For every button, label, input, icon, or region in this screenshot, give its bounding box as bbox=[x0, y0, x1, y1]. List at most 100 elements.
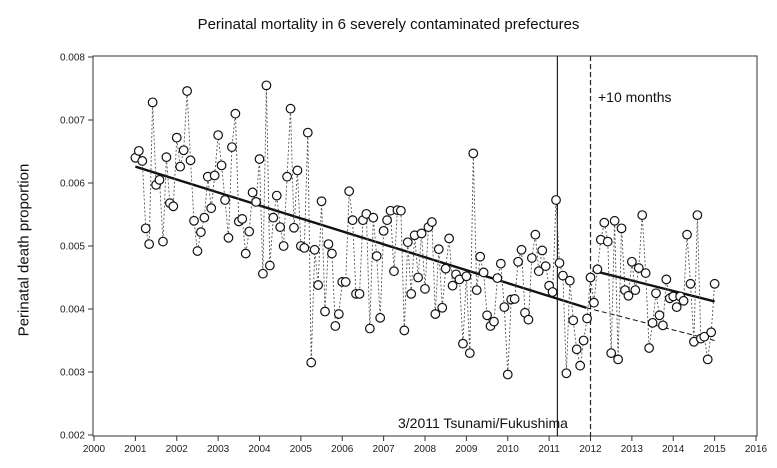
data-point bbox=[489, 316, 499, 327]
data-point bbox=[271, 190, 282, 201]
data-point bbox=[547, 287, 558, 297]
data-point bbox=[530, 229, 541, 240]
data-point bbox=[292, 165, 303, 176]
y-tick-label: 0.006 bbox=[60, 179, 85, 190]
data-point bbox=[495, 258, 506, 269]
data-point bbox=[244, 226, 255, 237]
x-tick-label: 2004 bbox=[248, 444, 271, 455]
x-tick-label: 2003 bbox=[207, 444, 230, 455]
data-point bbox=[633, 263, 644, 273]
data-point bbox=[302, 127, 313, 138]
data-point bbox=[523, 314, 534, 325]
data-point bbox=[654, 310, 665, 321]
trend-line bbox=[592, 269, 715, 303]
data-point bbox=[461, 271, 472, 282]
data-point bbox=[447, 280, 458, 291]
data-point bbox=[161, 152, 172, 163]
data-point bbox=[333, 309, 344, 319]
data-point bbox=[289, 222, 299, 233]
data-point bbox=[371, 251, 382, 261]
data-point bbox=[416, 228, 427, 239]
data-point bbox=[582, 313, 592, 324]
data-point bbox=[313, 280, 324, 290]
data-point bbox=[158, 236, 168, 247]
x-tick-label: 2013 bbox=[621, 444, 644, 455]
data-point bbox=[420, 283, 430, 294]
x-tick-label: 2011 bbox=[538, 444, 560, 455]
data-points bbox=[130, 80, 720, 380]
data-point bbox=[320, 306, 330, 317]
data-point bbox=[364, 323, 375, 334]
data-point bbox=[478, 267, 489, 278]
data-point bbox=[537, 245, 548, 256]
trend-lines bbox=[135, 165, 715, 341]
data-point bbox=[213, 130, 224, 141]
data-point bbox=[406, 288, 417, 299]
data-point bbox=[347, 215, 358, 226]
data-point bbox=[616, 223, 627, 234]
data-point bbox=[206, 203, 217, 214]
data-point bbox=[323, 239, 334, 250]
data-point bbox=[192, 246, 203, 256]
x-tick-label: 2010 bbox=[497, 444, 520, 455]
x-axis: 2000 2001 2002 2003 2004 2005 2006 2007 2008 2009… bbox=[83, 436, 768, 455]
data-point bbox=[561, 368, 572, 379]
data-point bbox=[571, 344, 582, 355]
data-point bbox=[702, 354, 713, 365]
data-point bbox=[240, 248, 251, 259]
event-lines bbox=[556, 56, 592, 436]
x-tick-label: 2006 bbox=[331, 444, 354, 455]
data-point bbox=[189, 215, 199, 226]
data-point bbox=[671, 302, 682, 313]
data-point bbox=[247, 187, 258, 198]
y-tick-label: 0.003 bbox=[60, 368, 85, 379]
data-point bbox=[278, 241, 289, 251]
data-point bbox=[554, 258, 565, 268]
data-point bbox=[140, 223, 151, 234]
data-point bbox=[209, 170, 220, 181]
data-point bbox=[502, 369, 513, 380]
data-point bbox=[475, 251, 486, 262]
data-point bbox=[575, 360, 586, 371]
data-point bbox=[195, 227, 206, 238]
data-point bbox=[651, 288, 661, 299]
data-point bbox=[492, 273, 503, 284]
data-point bbox=[133, 145, 144, 156]
data-point bbox=[264, 260, 275, 271]
data-point bbox=[568, 315, 579, 326]
data-point bbox=[647, 317, 658, 328]
event-label-ten-months: +10 months bbox=[598, 89, 672, 105]
x-tick-label: 2007 bbox=[373, 444, 396, 455]
data-point bbox=[168, 201, 179, 212]
data-point bbox=[413, 272, 423, 283]
data-point bbox=[216, 160, 227, 171]
data-point bbox=[330, 321, 341, 331]
data-point bbox=[613, 354, 623, 365]
data-point bbox=[175, 161, 186, 172]
x-tick-label: 2016 bbox=[745, 444, 768, 455]
event-label-tsunami: 3/2011 Tsunami/Fukushima bbox=[398, 415, 568, 431]
y-tick-label: 0.007 bbox=[60, 116, 85, 127]
data-point bbox=[709, 278, 720, 289]
data-point bbox=[640, 268, 651, 278]
y-tick-label: 0.004 bbox=[60, 305, 85, 316]
y-axis: 0.002 0.003 0.004 0.005 0.006 0.007 0.008 bbox=[60, 53, 93, 442]
data-point bbox=[171, 132, 182, 143]
data-point bbox=[375, 312, 386, 323]
data-point bbox=[258, 268, 268, 279]
data-point bbox=[299, 242, 310, 253]
y-tick-label: 0.002 bbox=[60, 431, 85, 442]
x-tick-label: 2012 bbox=[579, 444, 602, 455]
data-point bbox=[402, 237, 413, 248]
data-point bbox=[306, 357, 317, 368]
data-point bbox=[706, 327, 717, 338]
x-tick-label: 2002 bbox=[166, 444, 189, 455]
data-point bbox=[220, 195, 230, 205]
data-point bbox=[637, 210, 648, 221]
data-point bbox=[558, 270, 568, 281]
data-point bbox=[661, 274, 672, 285]
data-point bbox=[630, 285, 641, 296]
data-point bbox=[609, 215, 620, 226]
data-point bbox=[147, 97, 158, 108]
data-point bbox=[368, 212, 379, 223]
